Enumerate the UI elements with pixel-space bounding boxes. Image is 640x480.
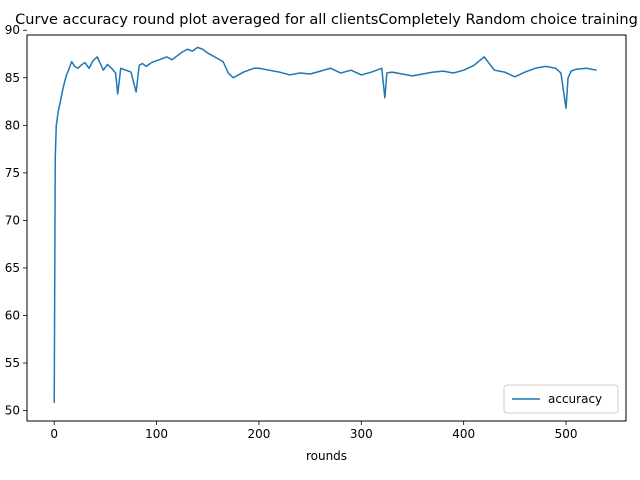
legend: accuracy bbox=[503, 384, 619, 414]
y-tick-label: 90 bbox=[5, 23, 20, 37]
x-tick-label: 500 bbox=[555, 427, 578, 441]
x-tick-label: 400 bbox=[452, 427, 475, 441]
x-tick-label: 100 bbox=[145, 427, 168, 441]
y-tick-label: 80 bbox=[5, 118, 20, 132]
legend-label: accuracy bbox=[548, 392, 602, 406]
plot-frame bbox=[26, 34, 627, 422]
x-axis-label: rounds bbox=[306, 449, 347, 463]
y-tick-label: 85 bbox=[5, 71, 20, 85]
y-tick-label: 75 bbox=[5, 166, 20, 180]
y-tick-label: 50 bbox=[5, 404, 20, 418]
y-tick-label: 60 bbox=[5, 308, 20, 322]
series-line-accuracy bbox=[53, 46, 597, 403]
y-tick-label: 70 bbox=[5, 213, 20, 227]
legend-box bbox=[503, 384, 619, 414]
y-tick-label: 55 bbox=[5, 356, 20, 370]
y-axis: 50 55 60 65 70 75 80 85 90 bbox=[5, 23, 27, 418]
chart-title: Curve accuracy round plot averaged for a… bbox=[15, 12, 638, 28]
x-axis: 0 100 200 300 400 500 bbox=[50, 421, 577, 441]
plot-area bbox=[53, 46, 597, 403]
x-tick-label: 0 bbox=[50, 427, 58, 441]
x-tick-label: 200 bbox=[247, 427, 270, 441]
x-tick-label: 300 bbox=[350, 427, 373, 441]
y-tick-label: 65 bbox=[5, 261, 20, 275]
